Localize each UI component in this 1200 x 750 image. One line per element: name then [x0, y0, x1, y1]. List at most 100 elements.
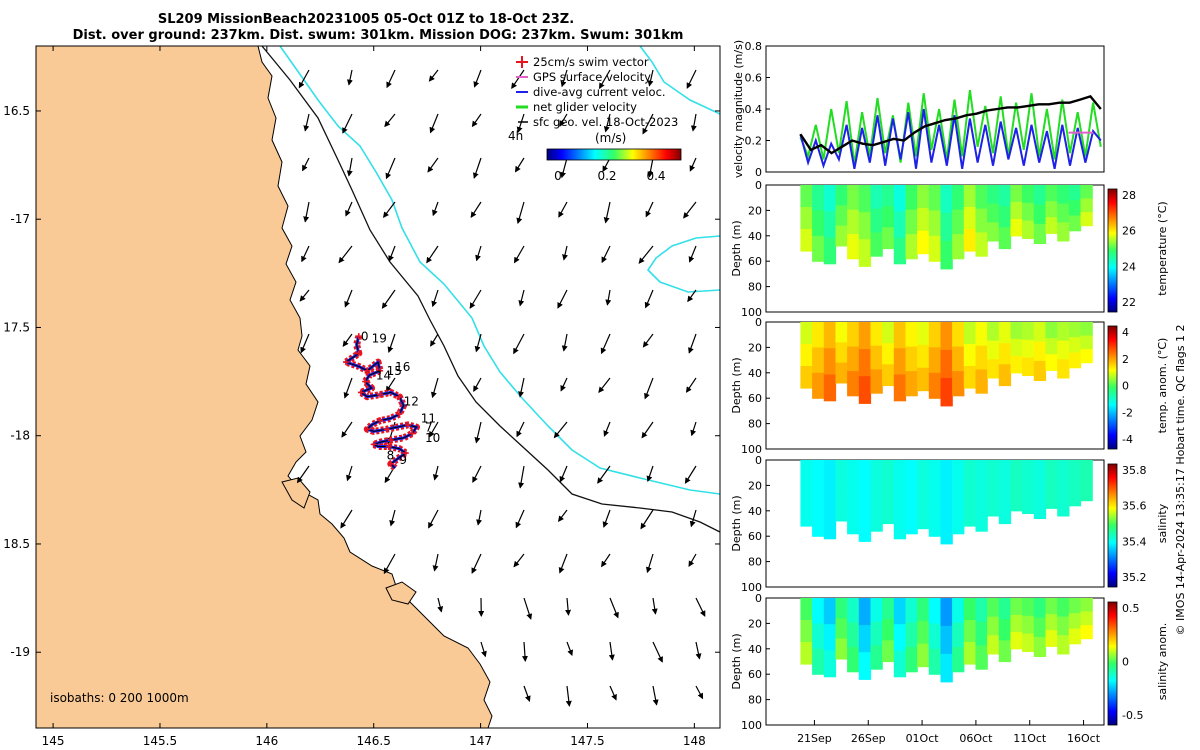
profile-cell — [1080, 335, 1093, 350]
profile-cell — [812, 347, 825, 374]
profile-cell — [1045, 492, 1058, 509]
profile-cell — [987, 460, 1000, 480]
profile-cell — [940, 515, 953, 545]
geo-velocity-arrow — [341, 421, 353, 438]
depth-tick-label: 80 — [748, 694, 762, 707]
profile-cell — [1068, 628, 1082, 645]
depth-tick-label: 60 — [748, 668, 762, 681]
profile-cell — [847, 622, 860, 648]
geo-velocity-arrow — [428, 69, 439, 82]
profile-cell — [975, 322, 988, 347]
legend-gps-velocity: GPS surface velocity — [533, 70, 651, 84]
legend-swim-vector: 25cm/s swim vector — [533, 55, 649, 69]
geo-velocity-arrow — [516, 421, 525, 438]
profile-cell — [1068, 200, 1082, 216]
geo-velocity-arrow — [646, 465, 654, 483]
geo-velocity-arrow — [690, 113, 697, 132]
profile-cell — [1068, 352, 1082, 369]
profile-cell — [1080, 198, 1093, 213]
profile-cell — [928, 598, 942, 624]
profile-cell — [870, 345, 883, 370]
profile-cell — [800, 366, 813, 389]
profile-cell — [1080, 349, 1093, 364]
profile-cell — [1068, 490, 1082, 507]
profile-cell — [812, 510, 825, 537]
profile-cell — [835, 618, 848, 640]
profile-cell — [858, 322, 872, 350]
colorbar-tick-label: 0 — [1122, 656, 1129, 669]
geo-velocity-arrow — [432, 553, 439, 572]
profile-cell — [940, 349, 953, 379]
colorbar-tick-label: 35.8 — [1122, 464, 1147, 477]
profile-cell — [1068, 475, 1082, 491]
swim-vector-marker — [377, 417, 384, 424]
profile-cell — [928, 322, 942, 348]
geo-velocity-arrow — [642, 333, 654, 348]
profile-cell — [1022, 633, 1035, 652]
profile-cell — [847, 234, 860, 260]
profile-cell — [800, 344, 813, 367]
profile-cell — [998, 322, 1012, 344]
profile-cell — [893, 624, 907, 651]
profile-cell — [963, 482, 977, 505]
geo-velocity-arrow — [518, 465, 525, 489]
colorbar-tick-label: 35.2 — [1122, 571, 1147, 584]
swim-vector-marker — [364, 367, 371, 374]
profile-cell — [1010, 598, 1023, 616]
profile-cell — [905, 209, 918, 235]
depth-ylabel: Depth (m) — [730, 357, 743, 413]
profile-cell — [998, 502, 1012, 525]
geo-velocity-arrow — [644, 289, 654, 309]
geo-velocity-arrow — [432, 465, 439, 481]
profile-cell — [847, 209, 860, 235]
geo-velocity-arrow — [476, 509, 483, 526]
track-day-label: 8 — [387, 449, 395, 463]
profile-cell — [917, 230, 930, 255]
geo-velocity-arrow — [480, 641, 487, 658]
geo-velocity-arrow — [685, 377, 697, 393]
track-day-label: 7 — [425, 420, 433, 434]
profile-cell — [812, 210, 825, 237]
profile-cell — [893, 486, 907, 513]
profile-cell — [847, 371, 860, 397]
profile-cell — [1010, 476, 1023, 495]
profile-cell — [858, 625, 872, 653]
geo-velocity-arrow — [432, 201, 439, 217]
depth-tick-label: 80 — [748, 418, 762, 431]
geo-velocity-arrow — [521, 641, 528, 662]
profile-cell — [1045, 217, 1058, 234]
geo-velocity-arrow — [688, 333, 697, 354]
profile-cell — [1022, 185, 1035, 204]
map-ytick-label: 16.5 — [3, 104, 30, 118]
geo-velocity-arrow — [684, 465, 697, 484]
profile-cell — [823, 460, 837, 487]
swim-vector-marker — [387, 437, 394, 444]
profile-cell — [1033, 479, 1047, 500]
title-line-2: Dist. over ground: 237km. Dist. swum: 30… — [73, 28, 684, 43]
profile-cell — [870, 185, 883, 210]
legend-net-glider: net glider velocity — [533, 100, 637, 114]
profile-cell — [882, 460, 895, 482]
profile-cell — [800, 642, 813, 665]
profile-cell — [1045, 614, 1058, 631]
profile-cell — [905, 346, 918, 372]
geo-velocity-arrow — [608, 641, 615, 661]
profile-cell — [835, 205, 848, 227]
profile-cell — [882, 206, 895, 228]
geo-velocity-arrow — [513, 333, 525, 355]
depth-colorbar — [1107, 463, 1118, 588]
profile-cell — [847, 185, 860, 211]
profile-cell — [987, 478, 1000, 498]
geo-velocity-arrow — [559, 465, 568, 483]
geo-velocity-arrow — [430, 377, 439, 399]
geo-velocity-arrow — [301, 245, 310, 263]
profile-cell — [1080, 212, 1093, 227]
profile-cell — [987, 203, 1000, 223]
map-ytick-label: 17.5 — [3, 320, 30, 334]
geo-velocity-arrow — [646, 553, 654, 574]
depth-tick-label: 40 — [748, 643, 762, 656]
geo-velocity-arrow — [296, 465, 310, 484]
profile-cell — [1057, 616, 1070, 636]
